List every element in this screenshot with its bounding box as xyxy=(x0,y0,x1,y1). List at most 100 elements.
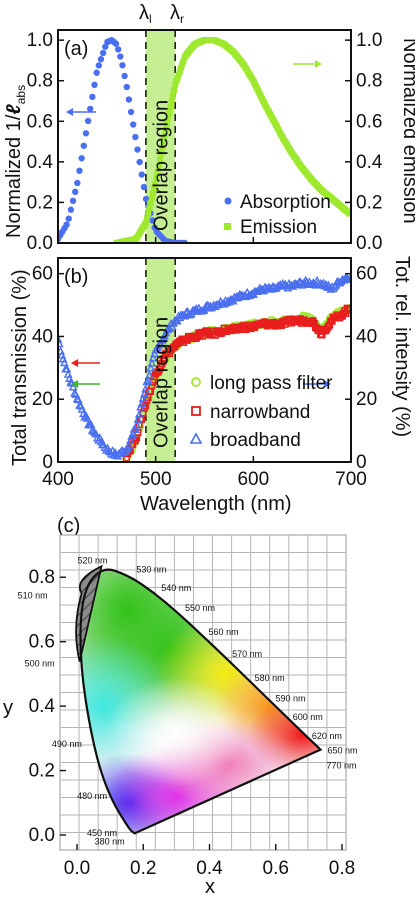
emission-point xyxy=(148,195,155,202)
emission-point xyxy=(168,98,175,105)
locus-label: 600 nm xyxy=(293,712,323,722)
absorption-point xyxy=(114,46,122,53)
panel-a-label: (a) xyxy=(64,38,88,60)
absorption-point xyxy=(80,142,87,149)
absorption-point xyxy=(119,62,126,69)
emission-point xyxy=(146,205,153,212)
broadband-point xyxy=(66,377,76,386)
locus-label: 520 nm xyxy=(78,555,108,565)
absorption-point xyxy=(149,217,156,224)
xlabel-c: x xyxy=(205,876,215,898)
overlap-label-a: Overlap region xyxy=(151,100,173,231)
locus-label: 590 nm xyxy=(275,693,305,703)
locus-label: 530 nm xyxy=(136,564,166,574)
absorption-point xyxy=(134,146,141,153)
ytick-label: 0.2 xyxy=(27,192,53,213)
ytick-label: 0.8 xyxy=(27,71,53,92)
ytick-label: 0.6 xyxy=(29,632,55,653)
legend-longpass-marker xyxy=(191,377,201,387)
absorption-point xyxy=(69,197,77,205)
panel-b-yticks: 0 20 40 60 xyxy=(32,264,64,473)
legend-narrowband-marker xyxy=(191,406,201,416)
panel-a-frame xyxy=(57,29,352,244)
absorption-point xyxy=(117,53,124,60)
absorption-point xyxy=(78,155,85,162)
absorption-point xyxy=(121,72,128,80)
emission-point xyxy=(145,209,152,216)
emission-point xyxy=(142,219,149,226)
emission-point xyxy=(174,74,181,81)
xlabel-b: Wavelength (nm) xyxy=(140,493,292,515)
emission-point xyxy=(153,175,160,182)
broadband-point xyxy=(132,420,142,429)
absorption-point xyxy=(112,40,120,47)
panel-a-yticks: 0.0 0.2 0.4 0.6 0.8 1.0 xyxy=(27,30,64,254)
ytick-label: 60 xyxy=(32,264,53,285)
broadband-point xyxy=(145,370,154,379)
arrow-blue-right xyxy=(303,380,331,388)
cie-ticks: 0.0 0.2 0.4 0.6 0.8 0.0 0.2 0.4 0.6 0.8 xyxy=(29,567,356,879)
emission-point xyxy=(173,78,180,85)
ylabel-b-left: Total transmission (%) xyxy=(9,269,31,466)
locus-label: 380 nm xyxy=(95,836,125,846)
panel-a-yticks-right: 0.0 0.2 0.4 0.6 0.8 1.0 xyxy=(345,30,383,254)
ytick-label: 20 xyxy=(32,389,53,410)
absorption-point xyxy=(76,167,83,174)
hatched-excluded-region xyxy=(75,564,103,662)
panel-b: 0 20 40 60 0 20 40 60 400 500 600 700 (b) Overlap… xyxy=(9,256,413,515)
xtick-label: 0.4 xyxy=(196,858,223,879)
absorption-point xyxy=(91,81,98,89)
ytick-label: 1.0 xyxy=(27,30,53,51)
legend-emission-marker xyxy=(224,223,231,230)
ytick-label-right: 0 xyxy=(356,452,367,473)
xtick-label: 0.8 xyxy=(329,858,355,879)
locus-label: 450 nm xyxy=(87,828,117,838)
locus-label: 580 nm xyxy=(255,673,285,683)
absorption-point xyxy=(136,158,143,166)
panel-b-yticks-right: 0 20 40 60 xyxy=(345,264,377,473)
absorption-point xyxy=(125,96,133,103)
ytick-label-right: 40 xyxy=(356,326,377,347)
lambda-r-label: λr xyxy=(170,2,184,26)
emission-point xyxy=(179,61,186,68)
broadband-point xyxy=(72,394,82,403)
ytick-label: 0.6 xyxy=(27,111,53,132)
ylabel-a-left: Normalized 1/ℓabs xyxy=(3,85,28,238)
xtick-label: 400 xyxy=(42,469,74,490)
ytick-label-right: 0.8 xyxy=(356,71,382,92)
arrow-absorption-left xyxy=(66,108,96,116)
spectral-locus xyxy=(79,568,323,835)
locus-label: 480 nm xyxy=(77,791,107,801)
legend-absorption-marker xyxy=(224,197,232,205)
absorption-point xyxy=(74,179,81,187)
absorption-point xyxy=(84,117,92,125)
legend-absorption-label: Absorption xyxy=(240,192,331,213)
emission-point xyxy=(175,71,182,78)
locus-label: 550 nm xyxy=(185,603,215,613)
broadband-point xyxy=(137,399,147,408)
broadband-point xyxy=(138,393,148,402)
emission-point xyxy=(171,87,178,94)
ytick-label-right: 0.2 xyxy=(356,192,382,213)
arrow-emission-right xyxy=(293,60,322,68)
emission-point xyxy=(178,64,185,71)
locus-label: 650 nm xyxy=(327,746,357,756)
ytick-label: 0 xyxy=(42,452,53,473)
broadband-point xyxy=(124,440,134,449)
xtick-label: 700 xyxy=(335,469,367,490)
legend-b: long pass filter narrowband broadband xyxy=(189,373,333,451)
panel-a: 0.0 0.2 0.4 0.6 0.8 1.0 0.0 0.2 0.4 0.6 0.8 1.0 (a… xyxy=(3,2,415,254)
broadband-point xyxy=(165,324,175,333)
broadband-point xyxy=(146,363,156,372)
emission-point xyxy=(162,126,169,133)
ylabel-a-right: Normalized emission xyxy=(399,38,415,224)
series-emission xyxy=(113,37,351,243)
absorption-point xyxy=(97,56,105,63)
absorption-point xyxy=(67,206,75,213)
ytick-label-right: 0.6 xyxy=(356,111,382,132)
ylabel-b-right: Tot. rel. intensity (%) xyxy=(391,256,413,437)
emission-point xyxy=(166,109,173,116)
emission-point xyxy=(147,200,154,207)
broadband-point xyxy=(125,436,135,444)
